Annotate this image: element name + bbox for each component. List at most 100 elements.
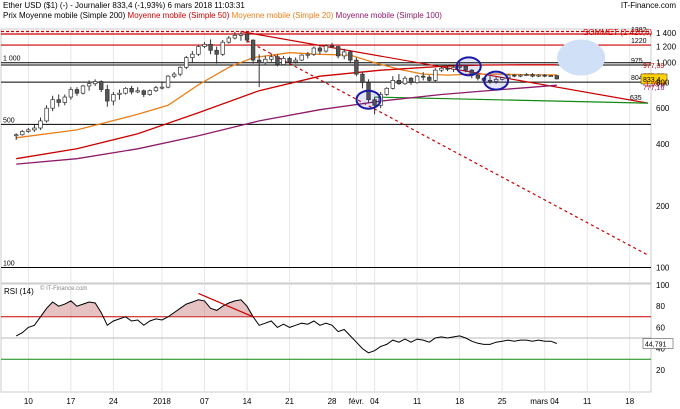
level-label: 975 bbox=[631, 58, 643, 65]
x-tick-label: 17 bbox=[66, 397, 75, 406]
price-label: -1,93% bbox=[643, 82, 665, 89]
trendline bbox=[240, 30, 649, 104]
candle-up bbox=[202, 43, 207, 47]
price-label: 977,39 bbox=[643, 63, 665, 70]
candle-down bbox=[257, 59, 262, 64]
candle-up bbox=[178, 66, 183, 75]
legend-ma20: Moyenne mobile (Simple 20) bbox=[231, 11, 334, 20]
rsi-watermark: © IT-Finance.com bbox=[40, 285, 87, 292]
x-tick-label: 04 bbox=[370, 397, 379, 406]
candle-up bbox=[38, 120, 43, 129]
instrument-label: Ether USD ($1) (-) bbox=[3, 1, 68, 10]
candle-up bbox=[80, 85, 86, 94]
candle-down bbox=[74, 89, 80, 94]
candle-up bbox=[524, 74, 529, 76]
candle-up bbox=[281, 58, 286, 65]
candle-up bbox=[299, 54, 304, 61]
candle-down bbox=[329, 45, 335, 48]
level-label: 100 bbox=[3, 261, 15, 268]
candle-up bbox=[499, 77, 505, 80]
legend-price: Prix bbox=[3, 11, 17, 20]
candle-down bbox=[335, 46, 341, 57]
rsi-overbought-fill bbox=[40, 300, 102, 317]
candle-up bbox=[451, 66, 456, 70]
price-tick-label: 100 bbox=[656, 264, 670, 273]
candle-up bbox=[311, 47, 317, 55]
candle-up bbox=[171, 73, 177, 77]
candle-down bbox=[408, 77, 414, 83]
price-tick-label: 1 200 bbox=[656, 43, 677, 52]
price-tick-label: 1 000 bbox=[656, 59, 677, 68]
highlight-circle bbox=[355, 89, 382, 110]
candle-up bbox=[226, 37, 231, 43]
candle-down bbox=[396, 80, 402, 85]
candle-up bbox=[269, 56, 274, 60]
candle-up bbox=[414, 75, 420, 83]
candle-up bbox=[293, 59, 298, 63]
x-tick-label: mars 04 bbox=[530, 397, 559, 406]
candle-up bbox=[165, 75, 171, 88]
candle-down bbox=[554, 75, 560, 80]
candle-up bbox=[232, 35, 238, 39]
x-tick-label: 21 bbox=[285, 397, 294, 406]
timeframe-label: Journalier bbox=[75, 1, 111, 10]
price-tick-label: 400 bbox=[656, 140, 670, 149]
x-tick-label: 25 bbox=[498, 397, 507, 406]
candle-up bbox=[433, 69, 438, 81]
candle-down bbox=[99, 81, 104, 90]
candle-down bbox=[360, 73, 365, 83]
candle-down bbox=[421, 75, 426, 78]
rsi-divergence-line bbox=[198, 292, 254, 318]
sommet-label: SOMMET (1 420,6) bbox=[583, 28, 653, 37]
candle-up bbox=[439, 67, 444, 71]
x-tick-label: 18 bbox=[625, 397, 634, 406]
candle-down bbox=[530, 74, 535, 77]
moving-average-line bbox=[16, 64, 557, 160]
price-label: 833,4 bbox=[643, 77, 661, 84]
rsi-tick-label: 20 bbox=[656, 366, 665, 375]
candle-up bbox=[92, 81, 98, 85]
price-tick-label: 1 400 bbox=[656, 29, 677, 38]
level-label: 635 bbox=[630, 95, 642, 102]
candle-down bbox=[129, 87, 134, 93]
rsi-tick-label: 100 bbox=[656, 281, 670, 290]
rsi-value-label: 44,791 bbox=[645, 342, 667, 349]
candle-up bbox=[263, 58, 268, 64]
rsi-tick-label: 60 bbox=[656, 323, 665, 332]
x-tick-label: 11 bbox=[583, 397, 592, 406]
candle-up bbox=[14, 134, 19, 137]
candle-up bbox=[305, 53, 310, 56]
candle-up bbox=[26, 129, 31, 132]
x-tick-label: 14 bbox=[243, 397, 252, 406]
candle-up bbox=[50, 99, 55, 109]
brand-label: IT-Finance.com bbox=[620, 1, 676, 10]
candle-up bbox=[548, 75, 553, 77]
candle-up bbox=[86, 83, 92, 87]
candle-up bbox=[32, 127, 37, 131]
candle-up bbox=[62, 96, 67, 103]
candle-down bbox=[487, 80, 493, 82]
candle-up bbox=[342, 51, 347, 57]
rsi-tick-label: 40 bbox=[656, 345, 665, 354]
legend-ma100: Moyenne mobile (Simple 100) bbox=[335, 11, 442, 20]
x-tick-label: 10 bbox=[24, 397, 33, 406]
candle-up bbox=[68, 89, 74, 98]
last-price-badge bbox=[640, 73, 668, 85]
candle-down bbox=[214, 49, 219, 55]
level-label: 1220 bbox=[631, 38, 647, 45]
candle-up bbox=[323, 45, 329, 52]
candle-down bbox=[105, 89, 110, 102]
candle-up bbox=[159, 86, 165, 89]
trendline bbox=[374, 96, 648, 104]
candle-up bbox=[123, 87, 128, 94]
candle-down bbox=[542, 74, 547, 77]
datetime-label: 6 mars 2018 11:03:31 bbox=[167, 1, 245, 10]
candle-down bbox=[512, 74, 517, 77]
legend-ma200: Moyenne mobile (Simple 200) bbox=[19, 11, 126, 20]
highlight-circle bbox=[455, 56, 482, 77]
candle-up bbox=[220, 41, 225, 55]
candle-up bbox=[493, 78, 499, 82]
candle-down bbox=[208, 43, 213, 51]
